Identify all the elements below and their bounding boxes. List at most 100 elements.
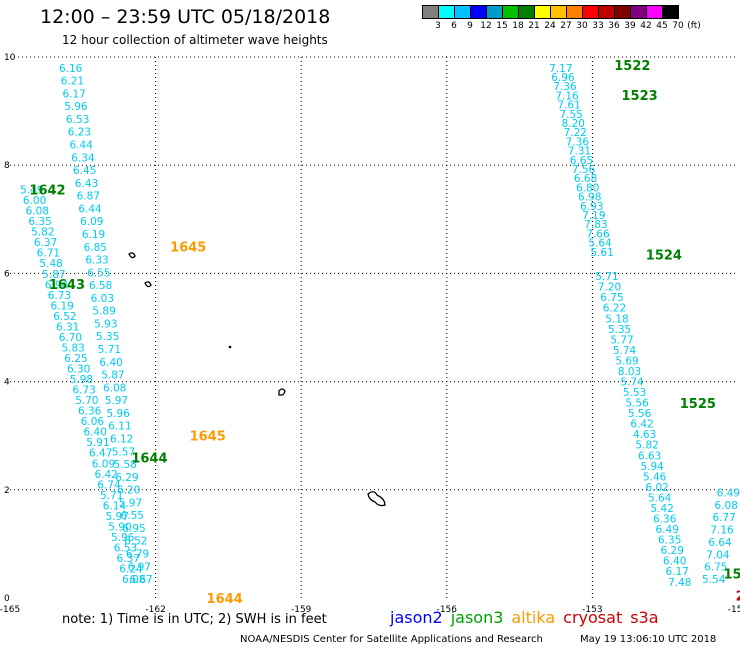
color-scale-label: (ft) (687, 21, 701, 31)
wave-height-label: 6.36 (653, 514, 677, 526)
wave-height-label: 5.89 (92, 306, 115, 318)
wave-height-label: 6.40 (663, 556, 686, 568)
wave-height-label: 5.64 (588, 238, 612, 250)
wave-height-label: 6.19 (82, 229, 105, 241)
wave-height-label: 7.19 (582, 210, 605, 222)
pass-time-label: 1522 (614, 59, 650, 74)
wave-height-label: 5.87 (101, 370, 124, 382)
wave-height-label: 5.82 (635, 440, 658, 452)
wave-height-label: 6.47 (89, 448, 112, 460)
y-tick-label: 6 (4, 269, 10, 279)
wave-height-label: 8.20 (562, 118, 585, 130)
wave-height-label: 6.75 (704, 562, 727, 574)
wave-height-label: 6.29 (661, 545, 684, 557)
wave-height-label: 5.48 (39, 258, 62, 270)
wave-height-label: 5.71 (98, 344, 121, 356)
wave-height-label: 6.35 (658, 535, 681, 547)
wave-height-label: 8.03 (618, 366, 641, 378)
wave-height-label: 5.58 (114, 459, 137, 471)
wave-height-label: 7.61 (557, 100, 580, 112)
wave-height-label: 6.23 (68, 127, 91, 139)
map-subtitle: 12 hour collection of altimeter wave hei… (62, 33, 328, 47)
wave-height-label: 5.69 (615, 355, 638, 367)
wave-height-label: 5.46 (643, 471, 667, 483)
color-scale-label: 15 (496, 21, 508, 31)
pass-time-label: 1644 (207, 592, 243, 607)
wave-height-label: 5.97 (106, 511, 129, 523)
map-title: 12:00 – 23:59 UTC 05/18/2018 (40, 6, 331, 28)
wave-height-label: 6.73 (48, 290, 71, 302)
wave-height-label: 6.08 (26, 206, 49, 218)
wave-height-label: 7.22 (564, 127, 587, 139)
wave-height-label: 6.63 (638, 450, 661, 462)
wave-height-label: 6.36 (78, 406, 102, 418)
color-scale-labels: 3 6 9 12 15 18 21 24 27 30 33 36 39 42 45 70 (ft) (422, 21, 740, 33)
wave-height-label: 6.08 (122, 574, 145, 586)
wave-height-label: 6.97 (128, 561, 151, 573)
wave-height-label: 7.16 (555, 90, 579, 102)
wave-height-label: 7.66 (586, 228, 610, 240)
wave-height-label: 6.03 (91, 293, 114, 305)
wave-height-label: 6.09 (80, 216, 103, 228)
wave-height-label: 6.68 (574, 173, 597, 185)
color-scale-label: 27 (560, 21, 572, 31)
color-scale-label: 6 (451, 21, 457, 31)
wave-height-label: 6.12 (110, 433, 133, 445)
wave-height-label: 6.20 (117, 485, 140, 497)
wave-height-label: 6.17 (666, 566, 689, 578)
wave-height-label: 6.37 (117, 553, 140, 565)
color-scale-swatch (662, 5, 679, 19)
wave-height-label: 6.31 (56, 321, 79, 333)
wave-height-label: 6.94 (45, 279, 69, 291)
wave-height-label: 6.53 (114, 542, 137, 554)
pass-time-label: 1524 (646, 248, 682, 263)
wave-height-label: 5.93 (94, 318, 117, 330)
pass-time-label: 1644 (131, 451, 167, 466)
wave-height-label: 6.11 (108, 421, 131, 433)
x-tick-label: -156 (437, 605, 458, 615)
wave-height-label: 6.16 (59, 63, 83, 75)
color-scale-label: 36 (608, 21, 620, 31)
wave-height-label: 5.83 (61, 342, 84, 354)
wave-height-label: 6.93 (580, 201, 603, 213)
wave-height-label: 6.53 (66, 114, 89, 126)
pass-time-label: 1645 (170, 240, 206, 255)
wave-height-label: 7.16 (710, 525, 734, 537)
wave-height-label: 6.06 (81, 416, 105, 428)
wave-height-label: 6.49 (717, 488, 740, 500)
wave-height-label: 5.74 (620, 377, 644, 389)
wave-height-label: 6.52 (53, 311, 76, 323)
wave-height-label: 5.70 (75, 395, 98, 407)
wave-height-label: 5.82 (31, 227, 54, 239)
wave-height-label: 6.40 (84, 427, 107, 439)
wave-height-label: 6.58 (89, 280, 112, 292)
units-note: note: 1) Time is in UTC; 2) SWH is in fe… (62, 612, 327, 627)
wave-height-label: 5.90 (108, 521, 131, 533)
island-outline (278, 388, 286, 396)
wave-height-label: 6.21 (61, 76, 84, 88)
wave-height-label: 6.49 (656, 524, 679, 536)
legend-entry: s3a (630, 608, 659, 627)
wave-height-label: 5.64 (648, 492, 672, 504)
wave-height-label: 5.35 (608, 324, 631, 336)
wave-height-label: 6.64 (708, 537, 732, 549)
y-tick-label: 4 (4, 378, 10, 388)
wave-height-label: 7.56 (572, 164, 596, 176)
wave-height-label: 6.79 (126, 549, 149, 561)
wave-height-label: 6.74 (97, 479, 121, 491)
wave-height-label: 7.04 (706, 549, 730, 561)
wave-height-label: 6.71 (37, 248, 60, 260)
wave-height-label: 6.80 (576, 182, 599, 194)
wave-height-label: 7.48 (668, 577, 691, 589)
wave-height-label: 6.09 (92, 458, 115, 470)
x-tick-label: -159 (291, 605, 312, 615)
y-tick-label: 0 (4, 594, 10, 604)
pass-time-label: 152 (723, 568, 740, 583)
wave-height-label: 5.54 (702, 574, 726, 586)
wave-height-label: 5.87 (42, 269, 65, 281)
wave-height-label: 7.31 (568, 146, 591, 158)
pass-time-label: 1525 (680, 397, 716, 412)
wave-height-label: 6.34 (71, 152, 95, 164)
y-tick-label: 8 (4, 161, 10, 171)
color-scale-label: 45 (656, 21, 668, 31)
